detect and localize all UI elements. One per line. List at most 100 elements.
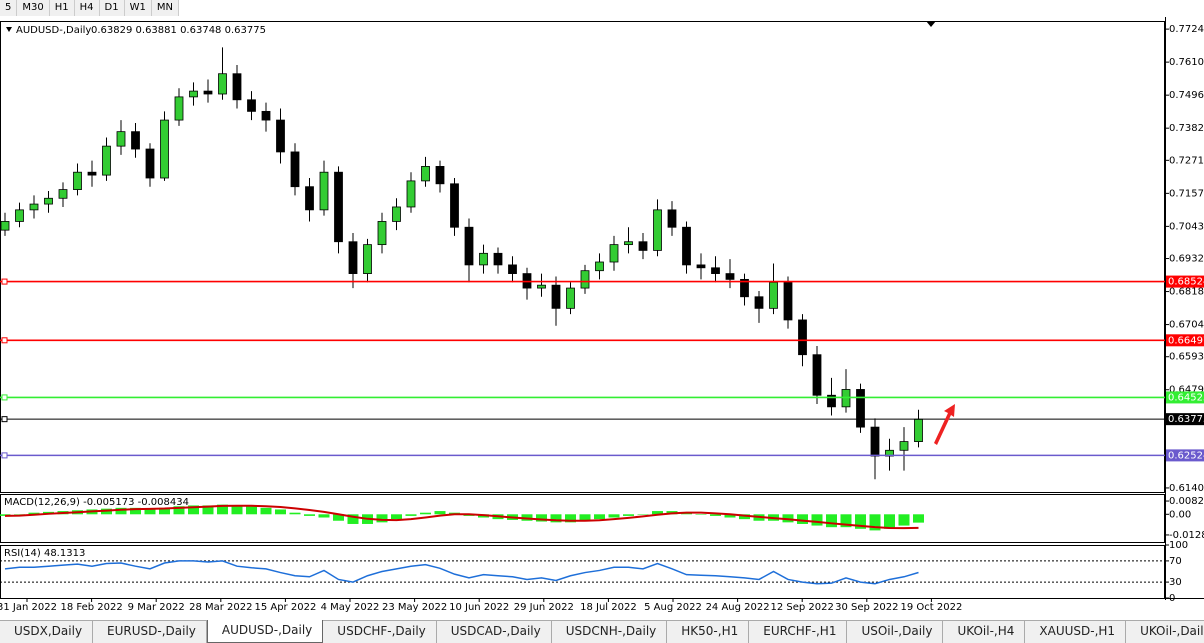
panel-frame	[0, 545, 1165, 599]
candle-body	[290, 151, 300, 188]
candle-body	[160, 119, 169, 179]
macd-bar	[188, 505, 199, 515]
macd-bar	[173, 506, 185, 515]
chart-title: AUDUSD-,Daily	[16, 25, 91, 36]
macd-bar	[623, 514, 634, 516]
indicator-title: MACD(12,26,9) -0.005173 -0.008434	[4, 497, 189, 508]
chart-tab[interactable]: UKOil-,Daily	[1126, 621, 1204, 643]
macd-bar	[608, 514, 620, 518]
level-label-bg	[1166, 449, 1204, 462]
chart-tab[interactable]: EURUSD-,Daily	[93, 621, 207, 643]
macd-bar	[260, 507, 272, 515]
timeframe-button[interactable]: M30	[17, 0, 50, 16]
y-tick-label: 100	[1169, 540, 1188, 551]
candle-body	[44, 197, 53, 205]
macd-bar	[289, 512, 301, 515]
chart-tab[interactable]: UKOil-,H4	[943, 621, 1026, 643]
timeframe-button[interactable]: H4	[75, 0, 100, 16]
candle-body	[145, 148, 155, 179]
chart-tab[interactable]: USDCAD-,Daily	[437, 621, 552, 643]
candle-body	[377, 221, 387, 246]
candle-body	[566, 287, 575, 309]
candle-body	[856, 389, 865, 428]
timeframe-button[interactable]: H1	[50, 0, 75, 16]
timeframe-button[interactable]: W1	[125, 0, 152, 16]
chart-tab[interactable]: USOil-,Daily	[847, 621, 944, 643]
candle-body	[15, 209, 24, 222]
macd-bar	[724, 514, 736, 518]
x-tick-label: 10 Jun 2022	[449, 602, 509, 613]
macd-bar	[275, 509, 286, 515]
panel-frame	[0, 21, 1165, 493]
x-tick-label: 29 Jun 2022	[514, 602, 574, 613]
x-tick-label: 28 Mar 2022	[189, 602, 252, 613]
candle-body	[508, 264, 517, 274]
macd-bar	[579, 514, 591, 521]
candle-body	[261, 110, 271, 121]
candle-body	[247, 99, 256, 112]
level-label-bg	[1166, 391, 1204, 404]
candle-body	[653, 209, 662, 251]
chart-tab[interactable]: EURCHF-,H1	[749, 621, 848, 643]
x-tick-label: 31 Jan 2022	[0, 602, 57, 613]
candle-body	[638, 241, 648, 251]
level-label: 0.68524	[1168, 277, 1204, 288]
chart-tab[interactable]: USDCNH-,Daily	[552, 621, 668, 643]
macd-bar	[246, 506, 257, 515]
x-tick-label: 30 Sep 2022	[835, 602, 898, 613]
chart-tab[interactable]: USDX,Daily	[0, 621, 94, 643]
candle-body	[450, 183, 459, 228]
candle-body	[870, 426, 880, 457]
macd-bar	[304, 514, 315, 516]
macd-bar	[565, 514, 576, 523]
macd-bar	[739, 514, 750, 520]
macd-bar	[347, 514, 359, 524]
macd-bar	[869, 514, 881, 531]
candle-body	[551, 284, 561, 309]
macd-bar	[420, 512, 431, 515]
macd-signal	[4, 504, 919, 530]
candle-body	[479, 252, 488, 266]
macd-bar	[797, 514, 808, 524]
timeframe-button[interactable]: MN	[152, 0, 179, 16]
candle-body	[537, 284, 546, 289]
candle-body	[667, 209, 677, 228]
candle-body	[189, 90, 198, 98]
macd-bar	[115, 507, 127, 515]
macd-bar	[637, 514, 649, 515]
timeframe-button[interactable]: D1	[100, 0, 125, 16]
candle-body	[711, 267, 720, 274]
chart-tab[interactable]: USDCHF-,Daily	[323, 621, 437, 643]
macd-bar	[898, 514, 910, 526]
candle-body	[682, 226, 691, 266]
macd-bar	[28, 512, 40, 515]
chart-tab[interactable]: HK50-,H1	[667, 621, 750, 643]
candle-body	[696, 264, 706, 269]
macd-bar	[710, 514, 721, 516]
x-tick-label: 5 Aug 2022	[644, 602, 702, 613]
macd-bar	[391, 514, 402, 520]
chart-ohlc: 0.63829 0.63881 0.63748 0.63775	[91, 25, 266, 36]
level-anchor	[1, 452, 8, 459]
panel-frame	[0, 494, 1165, 543]
candle-body	[363, 244, 372, 274]
macd-bar	[14, 514, 25, 515]
candle-body	[174, 96, 184, 121]
level-label: 0.63775	[1168, 414, 1204, 425]
candle-body	[421, 166, 430, 182]
timeframe-button[interactable]: 5	[0, 0, 18, 16]
candle-body	[131, 131, 140, 150]
candle-body	[305, 186, 314, 211]
candle-body	[334, 171, 343, 243]
level-label-bg	[1166, 413, 1204, 426]
chart-tab[interactable]: AUDUSD-,Daily	[206, 620, 324, 643]
chart-tab[interactable]: XAUUSD-,H1	[1025, 621, 1127, 643]
indicator-title: RSI(14) 48.1313	[4, 548, 85, 559]
level-label-bg	[1166, 275, 1204, 288]
